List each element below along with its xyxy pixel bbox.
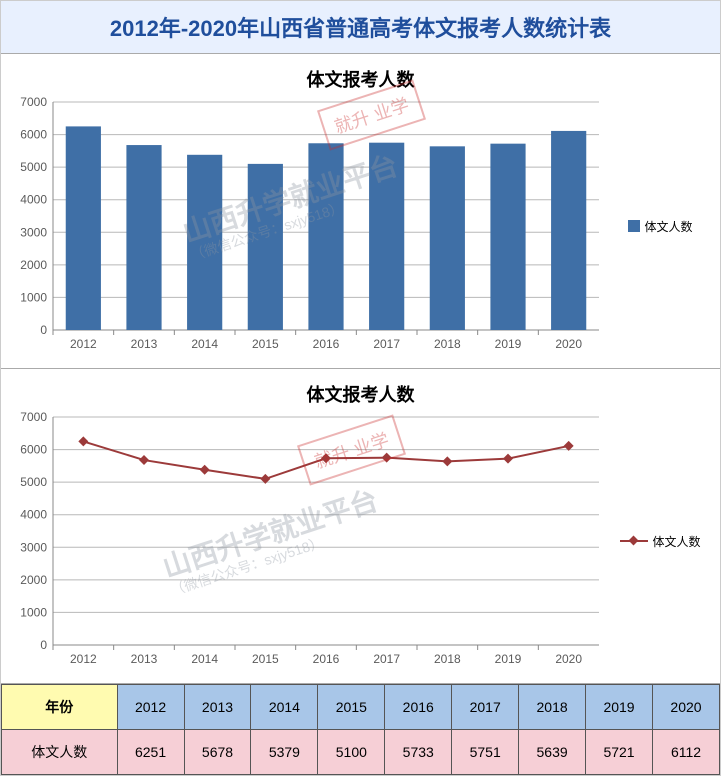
svg-text:2016: 2016 <box>313 337 340 351</box>
svg-text:2012: 2012 <box>70 337 97 351</box>
svg-text:2019: 2019 <box>495 652 522 666</box>
svg-text:2015: 2015 <box>252 652 279 666</box>
data-table: 年份201220132014201520162017201820192020体文… <box>1 684 720 775</box>
line-chart-title: 体文报考人数 <box>1 373 720 411</box>
svg-text:2016: 2016 <box>313 652 340 666</box>
svg-text:2020: 2020 <box>555 652 582 666</box>
svg-text:4000: 4000 <box>20 508 47 522</box>
table-year-cell: 2019 <box>586 685 653 730</box>
svg-text:4000: 4000 <box>20 193 47 207</box>
svg-text:2000: 2000 <box>20 258 47 272</box>
table-year-cell: 2012 <box>117 685 184 730</box>
table-year-cell: 2016 <box>385 685 452 730</box>
table-year-cell: 2018 <box>519 685 586 730</box>
svg-text:0: 0 <box>40 323 47 337</box>
svg-text:2013: 2013 <box>131 652 158 666</box>
bar-chart-section: 体文报考人数 0 1000 2000 3000 4000 5000 6000 7000 2012… <box>1 54 720 369</box>
svg-text:7000: 7000 <box>20 411 47 424</box>
page-title: 2012年-2020年山西省普通高考体文报考人数统计表 <box>1 1 720 54</box>
svg-text:2015: 2015 <box>252 337 279 351</box>
svg-text:2000: 2000 <box>20 573 47 587</box>
line-chart-section: 体文报考人数 0 1000 2000 3000 4000 5000 6000 7000 2012… <box>1 369 720 684</box>
svg-text:3000: 3000 <box>20 540 47 554</box>
report-container: 2012年-2020年山西省普通高考体文报考人数统计表 体文报考人数 0 1000… <box>0 0 721 776</box>
svg-text:5000: 5000 <box>20 475 47 489</box>
svg-text:2014: 2014 <box>191 337 218 351</box>
table-header-label: 年份 <box>2 685 118 730</box>
svg-text:2013: 2013 <box>131 337 158 351</box>
table-year-cell: 2014 <box>251 685 318 730</box>
svg-text:2020: 2020 <box>555 337 582 351</box>
svg-text:2017: 2017 <box>373 337 400 351</box>
svg-text:2012: 2012 <box>70 652 97 666</box>
svg-text:3000: 3000 <box>20 225 47 239</box>
svg-text:2014: 2014 <box>191 652 218 666</box>
svg-text:2017: 2017 <box>373 652 400 666</box>
svg-text:1000: 1000 <box>20 605 47 619</box>
svg-text:2019: 2019 <box>495 337 522 351</box>
bar-chart-legend: 体文人数 <box>607 96 714 356</box>
line-legend-label: 体文人数 <box>652 533 700 550</box>
bar-chart-title: 体文报考人数 <box>1 58 720 96</box>
line-chart-plot: 0 1000 2000 3000 4000 5000 6000 7000 2012 2013 201… <box>7 411 607 671</box>
svg-text:6000: 6000 <box>20 443 47 457</box>
table-year-cell: 2013 <box>184 685 251 730</box>
line-legend-swatch <box>620 540 648 542</box>
table-year-cell: 2017 <box>452 685 519 730</box>
line-chart-legend: 体文人数 <box>607 411 714 671</box>
table-year-cell: 2015 <box>318 685 385 730</box>
bar-chart-plot: 0 1000 2000 3000 4000 5000 6000 7000 2012 2013 201… <box>7 96 607 356</box>
svg-text:2018: 2018 <box>434 652 461 666</box>
svg-text:7000: 7000 <box>20 96 47 109</box>
table-year-cell: 2020 <box>652 685 719 730</box>
svg-text:1000: 1000 <box>20 290 47 304</box>
svg-text:6000: 6000 <box>20 128 47 142</box>
svg-text:0: 0 <box>40 638 47 652</box>
bar-legend-swatch <box>628 220 640 232</box>
svg-text:2018: 2018 <box>434 337 461 351</box>
bar-legend-label: 体文人数 <box>644 218 692 235</box>
svg-text:5000: 5000 <box>20 160 47 174</box>
